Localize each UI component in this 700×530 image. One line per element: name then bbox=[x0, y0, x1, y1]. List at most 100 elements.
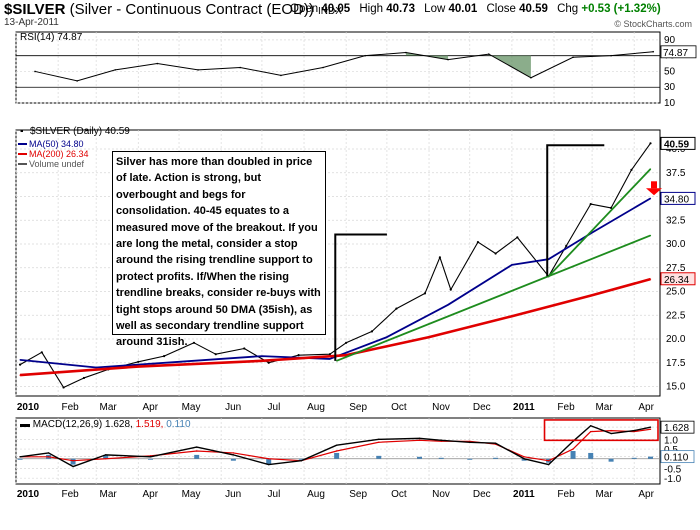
rsi-tick-label: 30 bbox=[664, 82, 676, 93]
rsi-legend: RSI(14) 74.87 bbox=[20, 32, 83, 43]
silver-point bbox=[565, 244, 568, 247]
price-month-label: 2011 bbox=[513, 402, 535, 413]
rsi-point bbox=[364, 54, 366, 57]
rsi-point bbox=[239, 66, 241, 69]
macd-month-label: Sep bbox=[349, 489, 367, 500]
rsi-point bbox=[610, 54, 612, 57]
price-month-label: Nov bbox=[432, 402, 450, 413]
macd-month-label: Jun bbox=[225, 489, 241, 500]
macd-macd-point bbox=[335, 444, 338, 446]
macd-histogram-bar bbox=[230, 458, 236, 461]
macd-histogram-bar bbox=[298, 458, 304, 460]
price-tick-label: 25.0 bbox=[666, 287, 686, 298]
silver-point bbox=[516, 236, 519, 239]
exchange-label: INDX bbox=[317, 6, 342, 17]
silver-point bbox=[192, 341, 196, 344]
price-legend-label: MA(50) 34.80 bbox=[29, 139, 84, 149]
ma-200-point bbox=[428, 336, 430, 338]
ma-50-point bbox=[447, 304, 449, 306]
macd-macd-line bbox=[19, 425, 651, 468]
ma-50-point bbox=[511, 264, 513, 266]
price-legend-label: Volume undef bbox=[29, 159, 85, 169]
trendline-1-point bbox=[649, 234, 652, 237]
price-tick-label: 22.5 bbox=[666, 310, 686, 321]
silver-point bbox=[649, 142, 652, 145]
price-month-label: May bbox=[182, 402, 201, 413]
rsi-value-tag-label: 74.87 bbox=[663, 48, 688, 59]
macd-macd-point bbox=[418, 437, 421, 440]
macd-histogram-bar bbox=[17, 458, 23, 460]
price-month-label: Feb bbox=[557, 402, 575, 413]
silver-point bbox=[395, 307, 398, 310]
ma-50-point bbox=[591, 232, 593, 234]
macd-histogram-bar bbox=[148, 458, 154, 460]
rsi-point bbox=[156, 62, 159, 65]
down-arrow-icon bbox=[646, 188, 662, 196]
macd-legend-title: ▬ MACD(12,26,9) bbox=[20, 419, 105, 430]
macd-month-label: Oct bbox=[391, 489, 407, 500]
price-tick-label: 30.0 bbox=[666, 239, 686, 250]
price-month-label: 2010 bbox=[17, 402, 40, 413]
macd-histogram-bar bbox=[334, 452, 340, 459]
macd-signal-point bbox=[649, 428, 652, 430]
macd-macd-point bbox=[649, 426, 652, 428]
price-tick-label: 27.5 bbox=[666, 263, 686, 274]
macd-month-label: 2010 bbox=[17, 489, 40, 500]
macd-tick-label: 1.628 bbox=[664, 423, 689, 434]
rsi-tick-label: 90 bbox=[664, 35, 676, 46]
chart-title: $SILVER (Silver - Continuous Contract (E… bbox=[4, 1, 342, 18]
macd-month-label: Feb bbox=[557, 489, 575, 500]
macd-month-label: Jul bbox=[268, 489, 281, 500]
price-value-tag-label: 26.34 bbox=[664, 275, 689, 286]
ma-50-point bbox=[649, 197, 652, 199]
macd-macd-point bbox=[494, 442, 497, 444]
ma-50-point bbox=[329, 358, 331, 360]
silver-point bbox=[18, 363, 22, 366]
macd-signal-point bbox=[547, 460, 550, 462]
high-label: High bbox=[359, 3, 383, 15]
brand-label: © StockCharts.com bbox=[614, 19, 692, 29]
low-label: Low bbox=[424, 3, 446, 15]
price-tick-label: 17.5 bbox=[666, 358, 686, 369]
macd-histogram-bar bbox=[103, 454, 109, 459]
macd-month-label: Mar bbox=[100, 489, 118, 500]
price-month-label: Feb bbox=[62, 402, 80, 413]
price-month-label: Aug bbox=[307, 402, 325, 413]
macd-histogram-bar bbox=[570, 451, 576, 459]
macd-histogram-bar bbox=[631, 457, 637, 459]
breakout-bracket-1 bbox=[334, 233, 387, 361]
open-value: 40.05 bbox=[321, 3, 351, 15]
macd-macd-point bbox=[104, 454, 107, 456]
rsi-point bbox=[197, 69, 199, 71]
macd-tick-label: 0.110 bbox=[664, 453, 689, 464]
rsi-point bbox=[322, 66, 324, 69]
symbol-description: (Silver - Continuous Contract (EOD)) bbox=[69, 1, 314, 18]
silver-point bbox=[345, 341, 348, 344]
silver-point bbox=[609, 206, 613, 209]
rsi-line bbox=[34, 51, 654, 82]
macd-month-label: May bbox=[182, 489, 201, 500]
macd-month-label: Apr bbox=[142, 489, 158, 500]
silver-point bbox=[243, 347, 246, 350]
trendline-2-point bbox=[649, 168, 652, 170]
macd-legend-value: 1.519, bbox=[136, 419, 167, 430]
price-tick-label: 15.0 bbox=[666, 382, 686, 393]
silver-point bbox=[267, 361, 270, 364]
ma-200-point bbox=[649, 278, 652, 280]
macd-signal-point bbox=[590, 430, 592, 433]
rsi-tick-label: 10 bbox=[664, 98, 676, 109]
silver-point bbox=[589, 203, 592, 206]
macd-signal-point bbox=[232, 452, 235, 454]
macd-signal-point bbox=[523, 456, 525, 458]
open-label: Open bbox=[290, 3, 319, 15]
macd-signal-point bbox=[196, 450, 198, 452]
price-tick-label: 37.5 bbox=[666, 168, 686, 179]
macd-macd-point bbox=[523, 458, 525, 460]
macd-signal-point bbox=[72, 460, 74, 462]
price-legend-marker: ▪ bbox=[20, 126, 24, 137]
price-legend-title: $SILVER (Daily) 40.59 bbox=[30, 126, 130, 137]
ohlc-summary: Open 40.05 High 40.73 Low 40.01 Close 40… bbox=[290, 3, 661, 15]
ma-200-line bbox=[19, 277, 651, 377]
silver-point bbox=[438, 256, 441, 259]
